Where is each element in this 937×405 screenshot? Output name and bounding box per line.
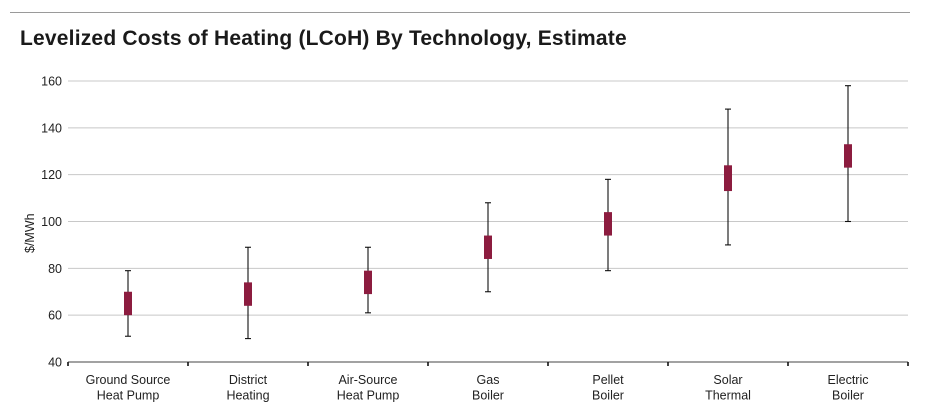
range-box	[124, 291, 132, 316]
x-category-label: Heat Pump	[97, 389, 160, 403]
plot-marks	[124, 85, 852, 340]
y-tick-label: 120	[41, 168, 62, 182]
x-category-label: Solar	[713, 373, 742, 387]
y-tick-label: 140	[41, 121, 62, 135]
y-tick-label: 100	[41, 215, 62, 229]
x-category-label: Pellet	[592, 373, 624, 387]
x-category-label: Boiler	[472, 389, 504, 403]
x-category-label: Thermal	[705, 389, 751, 403]
y-axis: 40 60 80 100 120 140 160 $/MWh	[23, 75, 62, 370]
y-tick-label: 40	[48, 356, 62, 370]
range-box	[364, 270, 372, 295]
x-category-label: Boiler	[832, 389, 864, 403]
range-box	[244, 282, 252, 306]
x-category-label: Electric	[828, 373, 869, 387]
x-category-label: Boiler	[592, 389, 624, 403]
x-category-label: Gas	[477, 373, 500, 387]
y-tick-label: 80	[48, 262, 62, 276]
top-rule	[10, 12, 910, 13]
y-tick-label: 160	[41, 75, 62, 89]
range-box	[604, 212, 612, 236]
y-axis-title: $/MWh	[23, 213, 37, 253]
x-category-label: Heat Pump	[337, 389, 400, 403]
range-box	[844, 144, 852, 168]
chart-title: Levelized Costs of Heating (LCoH) By Tec…	[20, 27, 627, 50]
x-category-label: Heating	[226, 389, 269, 403]
y-tick-label: 60	[48, 309, 62, 323]
x-category-label: Ground Source	[86, 373, 171, 387]
range-box	[724, 165, 732, 192]
range-box	[484, 235, 492, 259]
x-axis: Ground Source Heat Pump District Heating Air…	[67, 361, 909, 403]
x-category-label: District	[229, 373, 268, 387]
x-category-label: Air-Source	[338, 373, 397, 387]
